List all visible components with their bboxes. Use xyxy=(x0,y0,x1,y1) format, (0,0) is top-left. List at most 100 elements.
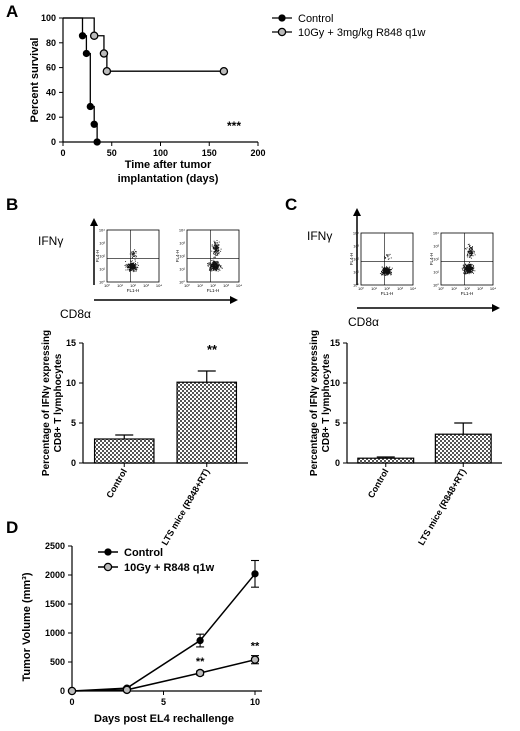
b-flow-lts-event xyxy=(216,263,218,265)
b-flow-control-event xyxy=(128,263,130,265)
c-flow-control-event xyxy=(381,271,383,273)
b-flow-lts-xtick: 10² xyxy=(210,283,216,288)
panel-d-ytick-label: 500 xyxy=(50,657,65,667)
c-flow-control-event xyxy=(390,272,392,274)
b-flow-lts-event xyxy=(214,270,216,272)
b-flow-lts-event xyxy=(208,262,210,264)
panel-d-ticks: 0 5 10 0 500 1000 1500 2000 2500 xyxy=(45,541,260,707)
b-flow-control-event xyxy=(132,263,134,265)
c-flow-control-event xyxy=(381,274,383,276)
panel-a-annotation: *** xyxy=(227,119,241,133)
b-flow-lts-event xyxy=(207,265,209,267)
c-flow-lts-xtick: 10¹ xyxy=(451,286,457,291)
b-flow-control-event xyxy=(129,266,131,268)
c-flow-lts-event xyxy=(464,265,466,267)
c-flow-lts-event xyxy=(467,256,469,258)
c-flow-lts-xtick: 10⁴ xyxy=(490,286,496,291)
c-flow-control-event xyxy=(385,275,387,276)
c-flow-lts-event xyxy=(468,250,470,252)
b-flow-control-event xyxy=(137,264,139,266)
b-flow-control-event xyxy=(133,268,134,269)
c-flow-lts-event xyxy=(470,248,472,250)
panel-d-tumor-volume-chart: 0 5 10 0 500 1000 1500 2000 2500 ** ** Control 10G… xyxy=(21,541,262,725)
b-flow-control-event xyxy=(132,267,134,269)
c-flow-control-event xyxy=(387,254,389,256)
c-flow-control-event xyxy=(383,267,385,269)
c-flow-lts-event xyxy=(469,264,471,266)
panel-a-point-0 xyxy=(93,138,101,146)
b-flow-control-event xyxy=(129,264,131,266)
c-flow-control-event xyxy=(390,269,392,271)
b-flow-control-event xyxy=(135,256,137,258)
panel-b-bars: Control LTS mice (R848+RT) xyxy=(93,370,238,547)
b-flow-control-event xyxy=(131,251,133,252)
c-flow-lts-event xyxy=(465,270,467,272)
b-flow-control-event xyxy=(133,250,134,252)
b-flow-lts-event xyxy=(216,266,218,268)
c-flow-lts-event xyxy=(469,250,471,252)
c-flow-lts-event xyxy=(474,254,476,256)
b-flow-control-event xyxy=(134,265,136,267)
b-flow-lts-event xyxy=(215,250,217,252)
panel-d-xtick-label: 5 xyxy=(161,697,166,707)
c-flow-lts-event xyxy=(467,272,469,274)
c-flow-lts-event xyxy=(468,266,470,267)
b-flow-lts-event xyxy=(215,245,217,247)
c-flow-control-event xyxy=(385,273,387,274)
c-flow-control-event xyxy=(387,273,389,275)
b-flow-control-event xyxy=(130,268,131,270)
b-flow-lts-event xyxy=(207,263,209,264)
panel-a-xlabel-line1: Time after tumor xyxy=(125,159,212,171)
panel-a-point-1 xyxy=(89,31,99,40)
c-flow-lts-event xyxy=(465,269,467,271)
panel-d-point-1 xyxy=(122,685,132,695)
c-flow-lts-event xyxy=(470,253,472,255)
b-flow-lts-event xyxy=(217,263,219,265)
c-flow-lts-ytick: 10³ xyxy=(433,244,439,249)
b-flow-lts-event xyxy=(214,242,216,244)
b-flow-lts-event xyxy=(213,268,215,270)
c-flow-control-event xyxy=(386,272,388,274)
c-flow-control-event xyxy=(387,258,389,260)
c-flow-lts-event xyxy=(463,269,465,271)
c-flow-lts-xlabel: FL1-H xyxy=(461,291,474,296)
b-flow-control-event xyxy=(128,269,130,271)
c-flow-lts-event xyxy=(462,268,464,270)
c-flow-lts-event xyxy=(473,264,475,266)
b-flow-lts-event xyxy=(217,247,219,249)
b-flow-lts-event xyxy=(213,263,215,265)
c-flow-lts-event xyxy=(469,246,470,248)
b-flow-lts-event xyxy=(215,262,217,264)
b-flow-lts-event xyxy=(213,247,215,249)
b-flow-control-event xyxy=(134,250,136,252)
c-flow-lts-event xyxy=(469,267,471,269)
panel-a-ylabel: Percent survival xyxy=(29,38,41,123)
b-flow-control-event xyxy=(134,268,136,270)
c-flow-control-event xyxy=(385,270,387,272)
c-flow-lts-event xyxy=(470,264,471,266)
b-flow-lts-event xyxy=(218,241,220,243)
c-flow-lts-event xyxy=(465,269,467,271)
panel-b-flow-x-arrowhead xyxy=(230,296,238,304)
panel-b-ytick-label: 5 xyxy=(71,418,76,428)
panel-a-point-0 xyxy=(78,32,87,40)
c-flow-lts-event xyxy=(470,252,472,254)
b-flow-control-event xyxy=(130,266,132,268)
c-flow-lts-event xyxy=(470,253,472,255)
b-flow-lts-event xyxy=(213,253,215,255)
b-flow-lts-event xyxy=(213,263,215,265)
b-flow-lts-event xyxy=(211,267,213,269)
b-flow-lts-event xyxy=(209,269,211,271)
c-flow-control-frame xyxy=(360,232,414,286)
panel-c-bar xyxy=(434,433,492,464)
b-flow-lts-event xyxy=(215,243,217,245)
c-flow-lts-event xyxy=(473,252,475,254)
c-flow-lts-event xyxy=(470,267,472,269)
c-flow-lts-event xyxy=(462,265,464,267)
c-flow-lts-event xyxy=(468,265,470,267)
panel-a-xlabel-line2: implantation (days) xyxy=(118,173,219,185)
c-flow-control-event xyxy=(386,272,388,274)
b-flow-lts-event xyxy=(217,245,219,247)
b-flow-lts-event xyxy=(212,265,214,267)
b-flow-lts-event xyxy=(217,264,219,266)
